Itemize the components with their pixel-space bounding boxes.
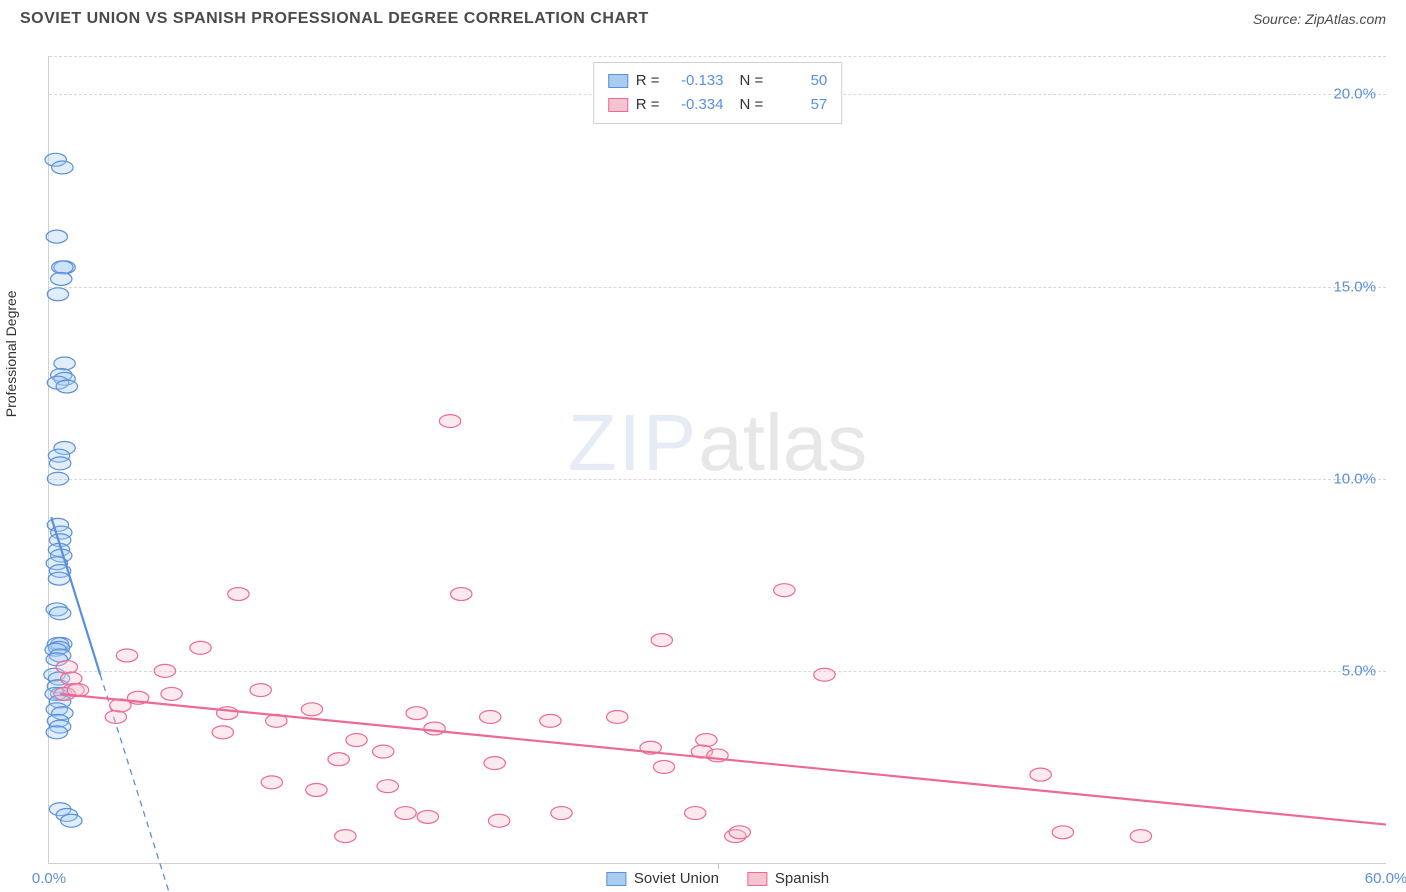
scatter-point xyxy=(335,830,356,843)
scatter-point xyxy=(212,726,233,739)
scatter-point xyxy=(116,649,137,662)
scatter-point xyxy=(47,472,68,485)
scatter-point xyxy=(814,668,835,681)
trend-line xyxy=(60,694,1386,825)
scatter-point xyxy=(105,711,126,724)
scatter-point xyxy=(56,380,77,393)
stats-legend: R = -0.133N = 50R = -0.334N = 57 xyxy=(593,62,843,124)
y-axis-label: Professional Degree xyxy=(3,290,19,417)
source-label: Source: ZipAtlas.com xyxy=(1253,11,1386,27)
scatter-point xyxy=(154,664,175,677)
series-legend: Soviet Union Spanish xyxy=(606,870,829,887)
scatter-point xyxy=(424,722,445,735)
scatter-point xyxy=(488,814,509,827)
scatter-point xyxy=(480,711,501,724)
stats-legend-row: R = -0.334N = 57 xyxy=(608,93,828,117)
scatter-point xyxy=(49,607,70,620)
scatter-point xyxy=(1052,826,1073,839)
scatter-point xyxy=(228,588,249,601)
page-title: SOVIET UNION VS SPANISH PROFESSIONAL DEG… xyxy=(20,10,649,28)
scatter-point xyxy=(261,776,282,789)
scatter-point xyxy=(417,810,438,823)
scatter-point xyxy=(729,826,750,839)
stats-legend-row: R = -0.133N = 50 xyxy=(608,69,828,93)
scatter-point xyxy=(774,584,795,597)
legend-swatch xyxy=(608,98,628,112)
scatter-point xyxy=(1030,768,1051,781)
scatter-point xyxy=(301,703,322,716)
scatter-plot xyxy=(49,56,1386,863)
x-tick-mark-mid xyxy=(718,863,719,869)
scatter-point xyxy=(439,415,460,428)
legend-swatch xyxy=(747,872,767,886)
scatter-point xyxy=(54,357,75,370)
scatter-point xyxy=(46,230,67,243)
x-tick-0: 0.0% xyxy=(32,870,66,887)
scatter-point xyxy=(373,745,394,758)
scatter-point xyxy=(395,807,416,820)
scatter-point xyxy=(406,707,427,720)
scatter-point xyxy=(607,711,628,724)
scatter-point xyxy=(46,726,67,739)
scatter-point xyxy=(377,780,398,793)
scatter-point xyxy=(51,272,72,285)
legend-swatch xyxy=(608,74,628,88)
scatter-point xyxy=(47,288,68,301)
x-tick-60: 60.0% xyxy=(1365,870,1406,887)
scatter-point xyxy=(540,714,561,727)
chart-area: Professional Degree ZIPatlas 5.0%10.0%15… xyxy=(48,56,1386,864)
scatter-point xyxy=(250,684,271,697)
scatter-point xyxy=(328,753,349,766)
scatter-point xyxy=(685,807,706,820)
legend-item: Spanish xyxy=(747,870,829,887)
scatter-point xyxy=(49,457,70,470)
scatter-point xyxy=(52,161,73,174)
scatter-point xyxy=(190,641,211,654)
scatter-point xyxy=(56,661,77,674)
scatter-point xyxy=(161,687,182,700)
scatter-point xyxy=(484,757,505,770)
scatter-point xyxy=(651,634,672,647)
legend-item: Soviet Union xyxy=(606,870,719,887)
scatter-point xyxy=(653,760,674,773)
scatter-point xyxy=(451,588,472,601)
scatter-point xyxy=(48,572,69,585)
scatter-point xyxy=(696,734,717,747)
scatter-point xyxy=(346,734,367,747)
scatter-point xyxy=(551,807,572,820)
scatter-point xyxy=(306,784,327,797)
scatter-point xyxy=(61,814,82,827)
scatter-point xyxy=(1130,830,1151,843)
legend-swatch xyxy=(606,872,626,886)
